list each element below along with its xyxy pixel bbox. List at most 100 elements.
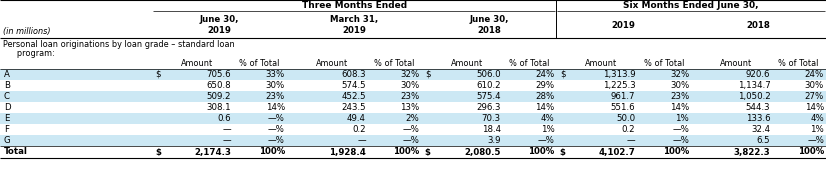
Text: —%: —%: [538, 136, 554, 145]
Text: 13%: 13%: [401, 103, 420, 112]
Text: —: —: [627, 136, 635, 145]
Text: Total: Total: [4, 148, 28, 156]
Bar: [0, 80, 826, 91]
Text: 650.8: 650.8: [206, 81, 231, 90]
Text: $: $: [425, 148, 430, 156]
Text: Amount: Amount: [720, 59, 752, 68]
Text: 509.2: 509.2: [206, 92, 231, 101]
Text: 33%: 33%: [265, 70, 285, 79]
Text: 961.7: 961.7: [611, 92, 635, 101]
Bar: [0, 124, 826, 135]
Text: 4,102.7: 4,102.7: [599, 148, 635, 156]
Text: 506.0: 506.0: [476, 70, 501, 79]
Text: Amount: Amount: [181, 59, 213, 68]
Text: (in millions): (in millions): [3, 27, 50, 36]
Text: $: $: [559, 148, 566, 156]
Text: —: —: [222, 136, 231, 145]
Text: 49.4: 49.4: [347, 114, 366, 123]
Text: C: C: [4, 92, 10, 101]
Text: —%: —%: [672, 125, 689, 134]
Text: 544.3: 544.3: [746, 103, 771, 112]
Text: 32%: 32%: [670, 70, 689, 79]
Bar: [0, 135, 826, 146]
Text: 2019: 2019: [612, 21, 636, 30]
Text: $: $: [425, 70, 430, 79]
Bar: [0, 113, 826, 124]
Text: 705.6: 705.6: [206, 70, 231, 79]
Text: Amount: Amount: [586, 59, 618, 68]
Text: Six Months Ended June 30,: Six Months Ended June 30,: [624, 2, 759, 10]
Text: % of Total: % of Total: [643, 59, 684, 68]
Bar: [0, 91, 826, 102]
Text: 2,174.3: 2,174.3: [194, 148, 231, 156]
Text: —%: —%: [403, 136, 420, 145]
Text: 30%: 30%: [401, 81, 420, 90]
Text: $: $: [155, 70, 161, 79]
Text: 2018: 2018: [747, 21, 771, 30]
Text: 608.3: 608.3: [341, 70, 366, 79]
Text: 0.2: 0.2: [352, 125, 366, 134]
Text: 1%: 1%: [810, 125, 824, 134]
Text: —%: —%: [268, 136, 285, 145]
Text: 3,822.3: 3,822.3: [733, 148, 771, 156]
Text: 100%: 100%: [663, 148, 689, 156]
Text: 296.3: 296.3: [477, 103, 501, 112]
Text: 133.6: 133.6: [746, 114, 771, 123]
Text: 0.2: 0.2: [622, 125, 635, 134]
Text: 610.2: 610.2: [476, 81, 501, 90]
Text: 30%: 30%: [265, 81, 285, 90]
Text: March 31,
2019: March 31, 2019: [330, 15, 378, 35]
Text: 70.3: 70.3: [482, 114, 501, 123]
Text: —%: —%: [807, 136, 824, 145]
Text: % of Total: % of Total: [374, 59, 415, 68]
Text: —%: —%: [672, 136, 689, 145]
Text: $: $: [560, 70, 566, 79]
Text: —: —: [222, 125, 231, 134]
Text: 574.5: 574.5: [341, 81, 366, 90]
Text: 1%: 1%: [676, 114, 689, 123]
Text: 1,134.7: 1,134.7: [738, 81, 771, 90]
Text: 4%: 4%: [541, 114, 554, 123]
Text: —%: —%: [268, 125, 285, 134]
Text: 28%: 28%: [535, 92, 554, 101]
Text: 4%: 4%: [810, 114, 824, 123]
Text: 32%: 32%: [401, 70, 420, 79]
Text: $: $: [155, 148, 161, 156]
Text: B: B: [4, 81, 10, 90]
Text: 2%: 2%: [406, 114, 420, 123]
Text: program:: program:: [9, 49, 55, 57]
Text: June 30,
2018: June 30, 2018: [469, 15, 509, 35]
Text: —: —: [358, 136, 366, 145]
Text: 100%: 100%: [798, 148, 824, 156]
Text: Amount: Amount: [316, 59, 348, 68]
Text: 551.6: 551.6: [611, 103, 635, 112]
Text: 14%: 14%: [535, 103, 554, 112]
Text: 100%: 100%: [259, 148, 285, 156]
Text: 18.4: 18.4: [482, 125, 501, 134]
Text: 24%: 24%: [805, 70, 824, 79]
Text: 1,928.4: 1,928.4: [329, 148, 366, 156]
Text: 1%: 1%: [541, 125, 554, 134]
Text: 23%: 23%: [670, 92, 689, 101]
Text: 3.9: 3.9: [487, 136, 501, 145]
Text: 29%: 29%: [535, 81, 554, 90]
Text: 575.4: 575.4: [476, 92, 501, 101]
Text: 0.6: 0.6: [217, 114, 231, 123]
Text: 23%: 23%: [401, 92, 420, 101]
Text: 1,225.3: 1,225.3: [603, 81, 635, 90]
Text: F: F: [4, 125, 9, 134]
Text: 24%: 24%: [535, 70, 554, 79]
Text: 50.0: 50.0: [616, 114, 635, 123]
Text: 243.5: 243.5: [341, 103, 366, 112]
Text: 308.1: 308.1: [206, 103, 231, 112]
Text: —%: —%: [403, 125, 420, 134]
Text: 23%: 23%: [265, 92, 285, 101]
Text: 2,080.5: 2,080.5: [464, 148, 501, 156]
Text: 27%: 27%: [805, 92, 824, 101]
Text: Amount: Amount: [450, 59, 482, 68]
Bar: [0, 69, 826, 80]
Text: G: G: [4, 136, 11, 145]
Text: % of Total: % of Total: [509, 59, 549, 68]
Text: 14%: 14%: [805, 103, 824, 112]
Bar: [0, 146, 826, 158]
